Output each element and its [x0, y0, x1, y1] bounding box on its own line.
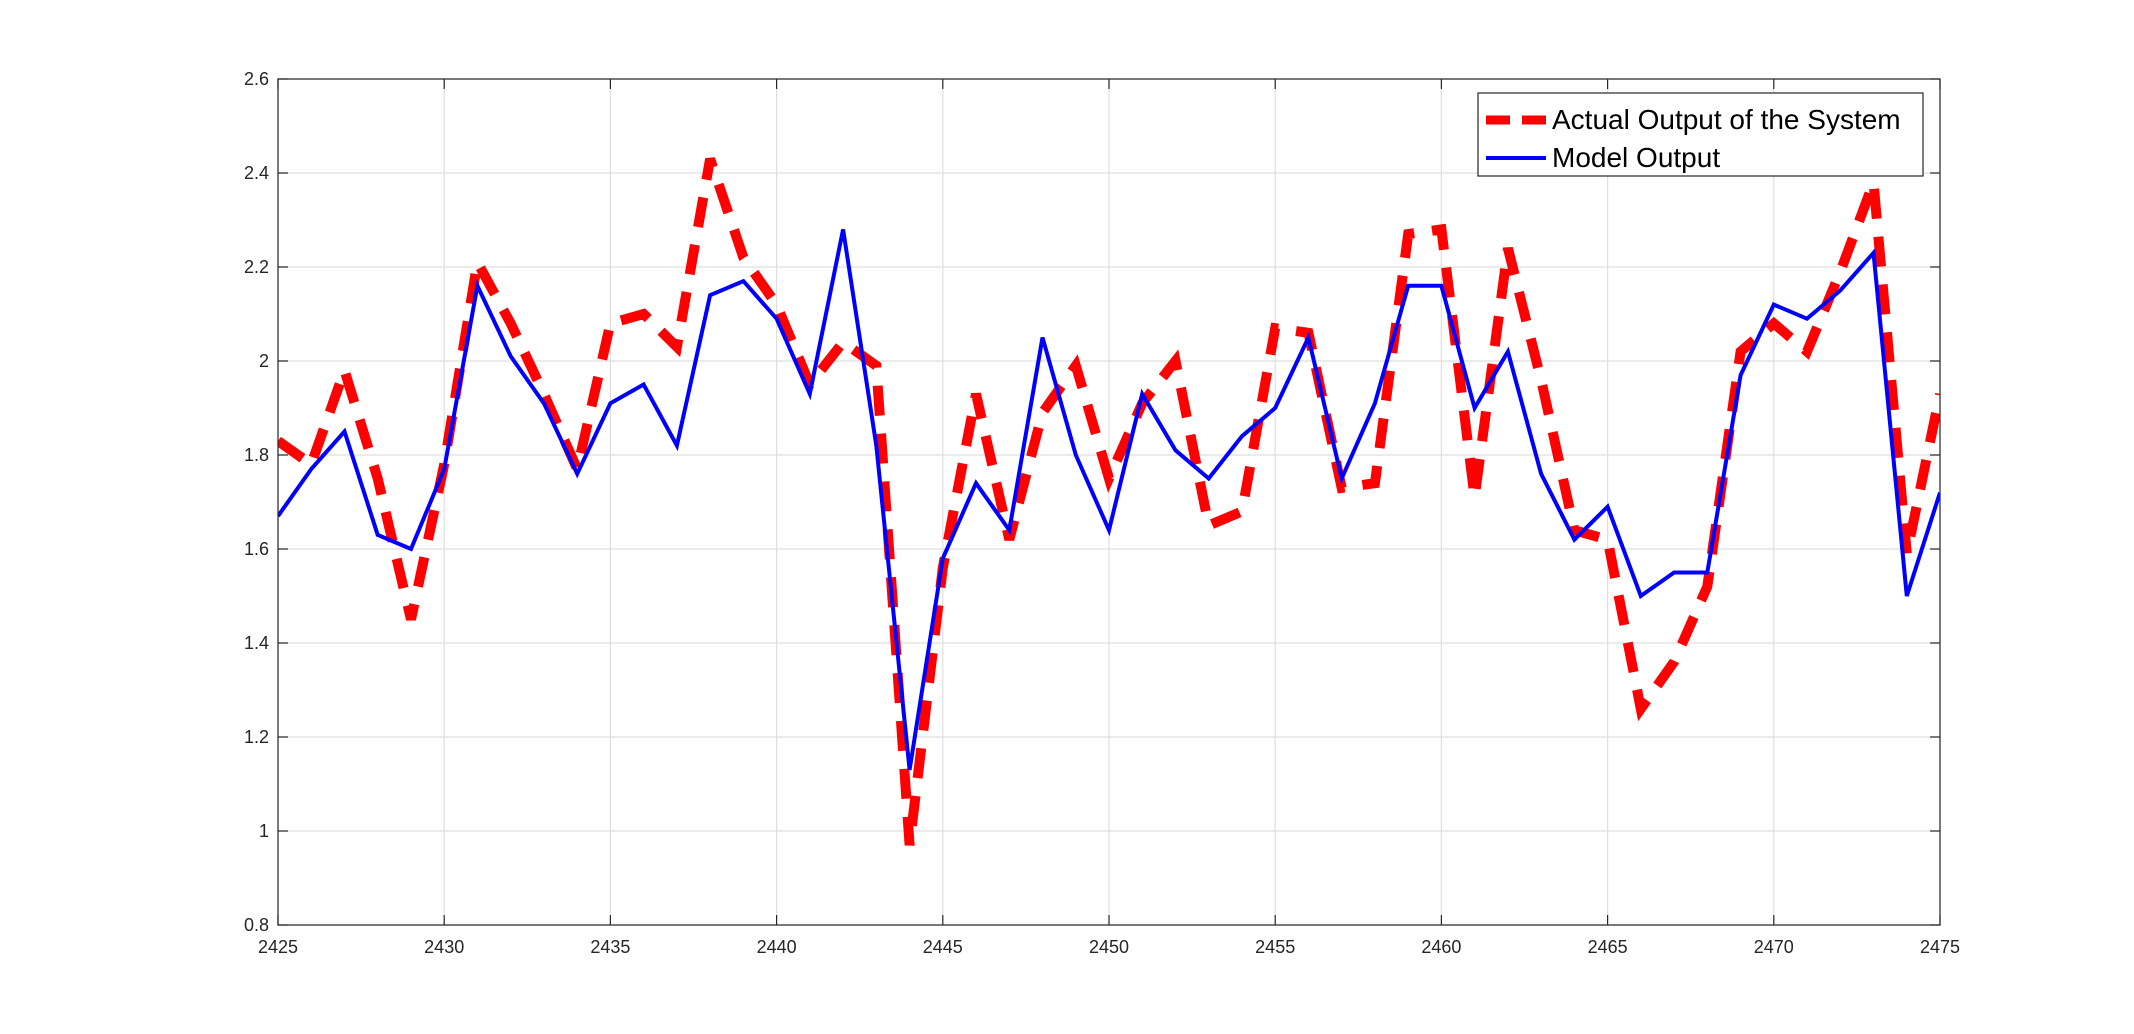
y-tick-label: 2 — [259, 351, 269, 371]
y-tick-label: 0.8 — [244, 915, 269, 935]
y-tick-label: 2.6 — [244, 69, 269, 89]
legend-box — [1477, 92, 1924, 177]
x-tick-label: 2475 — [1920, 937, 1960, 957]
y-tick-label: 2.2 — [244, 257, 269, 277]
y-tick-label: 1.2 — [244, 727, 269, 747]
x-tick-label: 2435 — [590, 937, 630, 957]
y-tick-label: 2.4 — [244, 163, 269, 183]
y-tick-label: 1.6 — [244, 539, 269, 559]
x-tick-label: 2450 — [1089, 937, 1129, 957]
x-tick-label: 2460 — [1421, 937, 1461, 957]
x-tick-label: 2445 — [923, 937, 963, 957]
series-layer — [278, 157, 1940, 846]
x-tick-label: 2430 — [424, 937, 464, 957]
x-tick-label: 2465 — [1588, 937, 1628, 957]
legend: Actual Output of the System Model Output — [1477, 92, 1924, 177]
x-tick-label: 2440 — [757, 937, 797, 957]
y-tick-label: 1.8 — [244, 445, 269, 465]
x-tick-label: 2455 — [1255, 937, 1295, 957]
legend-label-model: Model Output — [1552, 142, 1720, 173]
x-tick-label: 2470 — [1754, 937, 1794, 957]
ticks: 2425 2430 2435 2440 2445 2450 2455 2460 2465 2470… — [244, 69, 1960, 957]
series-line-actual-output — [278, 157, 1940, 846]
legend-label-actual: Actual Output of the System — [1552, 104, 1901, 135]
x-tick-label: 2425 — [258, 937, 298, 957]
y-tick-label: 1.4 — [244, 633, 269, 653]
y-tick-label: 1 — [259, 821, 269, 841]
series-line-model-output — [278, 229, 1940, 771]
